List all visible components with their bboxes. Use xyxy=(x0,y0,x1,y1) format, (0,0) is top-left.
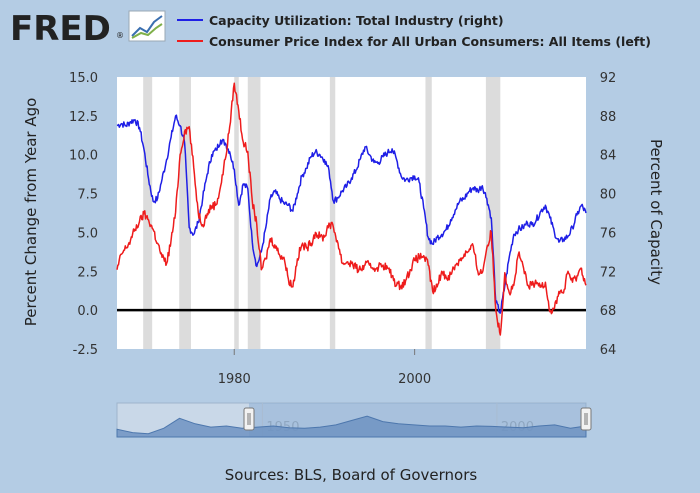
y-tick-label-5: 2.5 xyxy=(77,265,98,280)
navigator-left-handle[interactable] xyxy=(243,407,255,431)
left-axis-title: Percent Change from Year Ago xyxy=(22,98,40,327)
logo-text: FRED xyxy=(10,9,111,49)
y-tick-label-2: 10.0 xyxy=(69,149,98,164)
x-tick-label-1: 2000 xyxy=(398,372,431,387)
y-tick-label-7: -2.5 xyxy=(73,343,98,358)
cpi-line xyxy=(116,82,587,336)
capacity-utilization-line xyxy=(116,114,587,314)
y2-tick-label-1: 88 xyxy=(600,110,617,125)
registered-mark: ® xyxy=(116,31,124,40)
chart-legend: Capacity Utilization: Total Industry (ri… xyxy=(177,13,651,49)
y2-tick-label-7: 64 xyxy=(600,343,617,358)
recession-band-4 xyxy=(329,77,336,349)
y2-tick-label-5: 72 xyxy=(600,265,617,280)
plot-area xyxy=(117,77,586,349)
recession-band-2 xyxy=(234,77,239,349)
series-lines xyxy=(116,82,587,336)
y2-tick-label-6: 68 xyxy=(600,304,617,319)
x-axis-ticks: 1980 2000 xyxy=(218,349,431,387)
y-tick-label-0: 15.0 xyxy=(69,71,98,86)
y-tick-label-1: 12.5 xyxy=(69,110,98,125)
recession-bands xyxy=(143,77,501,349)
recession-band-6 xyxy=(485,77,501,349)
y2-tick-label-0: 92 xyxy=(600,71,617,86)
range-navigator[interactable]: 19502000 xyxy=(116,402,592,438)
navigator-right-handle[interactable] xyxy=(580,407,592,431)
y2-tick-label-4: 76 xyxy=(600,226,617,241)
left-axis-ticks: 15.0 12.5 10.0 7.5 5.0 2.5 0.0 -2.5 xyxy=(69,71,98,358)
right-axis-title: Percent of Capacity xyxy=(647,139,665,285)
right-axis-ticks: 92 88 84 80 76 72 68 64 xyxy=(600,71,617,358)
navigator-area xyxy=(116,415,587,438)
y-tick-label-4: 5.0 xyxy=(77,226,98,241)
sources-note: Sources: BLS, Board of Governors xyxy=(225,466,478,484)
y-tick-label-3: 7.5 xyxy=(77,188,98,203)
legend-label-cpi: Consumer Price Index for All Urban Consu… xyxy=(209,34,651,49)
line-chart-icon xyxy=(128,10,166,42)
legend-label-capacity: Capacity Utilization: Total Industry (ri… xyxy=(209,13,504,28)
recession-band-5 xyxy=(425,77,432,349)
y2-tick-label-3: 80 xyxy=(600,188,617,203)
y2-tick-label-2: 84 xyxy=(600,149,617,164)
fred-logo[interactable]: FRED ® xyxy=(10,9,166,49)
x-tick-label-0: 1980 xyxy=(218,372,251,387)
y-tick-label-6: 0.0 xyxy=(77,304,98,319)
recession-band-0 xyxy=(143,77,153,349)
recession-band-1 xyxy=(179,77,191,349)
